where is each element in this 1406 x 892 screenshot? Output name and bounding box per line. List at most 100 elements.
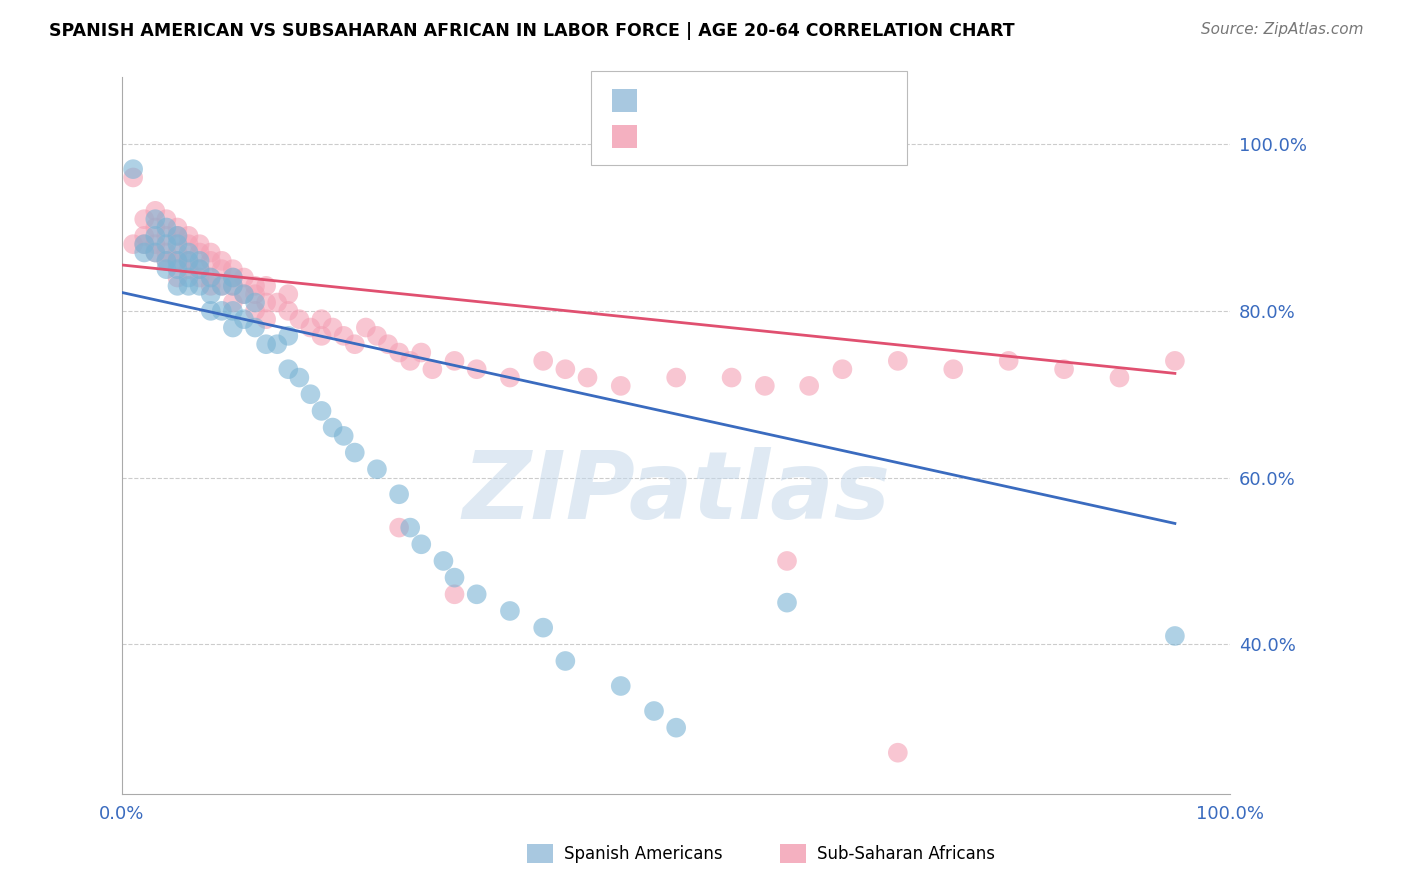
Point xyxy=(188,237,211,252)
Point xyxy=(665,370,688,384)
Point xyxy=(754,379,776,393)
Point xyxy=(166,220,188,235)
Point xyxy=(177,253,200,268)
Point xyxy=(233,270,256,285)
Point xyxy=(134,245,156,260)
Point xyxy=(343,445,366,459)
Point xyxy=(155,245,177,260)
Point xyxy=(188,262,211,277)
Point xyxy=(277,362,299,376)
Point xyxy=(831,362,853,376)
Point xyxy=(166,262,188,277)
Point xyxy=(166,237,188,252)
Point xyxy=(155,253,177,268)
Point xyxy=(1108,370,1130,384)
Point xyxy=(443,571,465,585)
Point xyxy=(720,370,742,384)
Point xyxy=(177,228,200,243)
Point xyxy=(222,320,245,334)
Point xyxy=(277,329,299,343)
Point xyxy=(188,278,211,293)
Point xyxy=(222,262,245,277)
Point xyxy=(243,287,266,301)
Point xyxy=(134,228,156,243)
Point xyxy=(610,379,633,393)
Point xyxy=(177,253,200,268)
Point xyxy=(388,487,411,501)
Text: N =: N = xyxy=(770,128,810,145)
Point xyxy=(266,337,288,351)
Text: ZIPatlas: ZIPatlas xyxy=(463,447,890,540)
Point xyxy=(222,270,245,285)
Text: R =: R = xyxy=(651,128,690,145)
Point xyxy=(776,596,799,610)
Point xyxy=(411,537,433,551)
Point xyxy=(166,245,188,260)
Point xyxy=(200,253,222,268)
Text: Sub-Saharan Africans: Sub-Saharan Africans xyxy=(817,845,995,863)
Point xyxy=(177,262,200,277)
Point xyxy=(299,320,322,334)
Point xyxy=(322,420,344,434)
Point xyxy=(322,320,344,334)
Text: SPANISH AMERICAN VS SUBSAHARAN AFRICAN IN LABOR FORCE | AGE 20-64 CORRELATION CH: SPANISH AMERICAN VS SUBSAHARAN AFRICAN I… xyxy=(49,22,1015,40)
Point xyxy=(155,237,177,252)
Point xyxy=(166,278,188,293)
Point xyxy=(211,303,233,318)
Point xyxy=(155,212,177,227)
Point xyxy=(200,270,222,285)
Point xyxy=(166,228,188,243)
Point xyxy=(443,354,465,368)
Point xyxy=(499,370,522,384)
Point xyxy=(465,587,488,601)
Point xyxy=(411,345,433,359)
Point xyxy=(254,295,277,310)
Point xyxy=(388,520,411,534)
Point xyxy=(576,370,599,384)
Point xyxy=(122,162,145,177)
Text: Spanish Americans: Spanish Americans xyxy=(564,845,723,863)
Point xyxy=(211,253,233,268)
Point xyxy=(143,245,166,260)
Point xyxy=(311,312,333,326)
Point xyxy=(366,329,388,343)
Point xyxy=(299,387,322,401)
Point xyxy=(211,262,233,277)
Point xyxy=(188,270,211,285)
Point xyxy=(499,604,522,618)
Point xyxy=(166,228,188,243)
Point xyxy=(277,287,299,301)
Point xyxy=(200,270,222,285)
Point xyxy=(134,237,156,252)
Point xyxy=(354,320,377,334)
Point xyxy=(155,262,177,277)
Point xyxy=(887,354,910,368)
Point xyxy=(1053,362,1076,376)
Point xyxy=(254,337,277,351)
Point xyxy=(799,379,821,393)
Point xyxy=(443,587,465,601)
Point xyxy=(1164,629,1187,643)
Point xyxy=(887,746,910,760)
Text: 60: 60 xyxy=(810,92,832,110)
Point xyxy=(531,354,554,368)
Point xyxy=(399,354,422,368)
Point xyxy=(997,354,1019,368)
Point xyxy=(243,303,266,318)
Point xyxy=(155,228,177,243)
Point xyxy=(177,237,200,252)
Point xyxy=(665,721,688,735)
Point xyxy=(211,278,233,293)
Point xyxy=(222,278,245,293)
Point xyxy=(211,278,233,293)
Point xyxy=(166,270,188,285)
Text: -0.152: -0.152 xyxy=(693,128,751,145)
Point xyxy=(134,212,156,227)
Point xyxy=(188,253,211,268)
Point xyxy=(200,287,222,301)
Point xyxy=(366,462,388,476)
Point xyxy=(422,362,444,376)
Point xyxy=(531,621,554,635)
Point xyxy=(465,362,488,376)
Point xyxy=(399,520,422,534)
